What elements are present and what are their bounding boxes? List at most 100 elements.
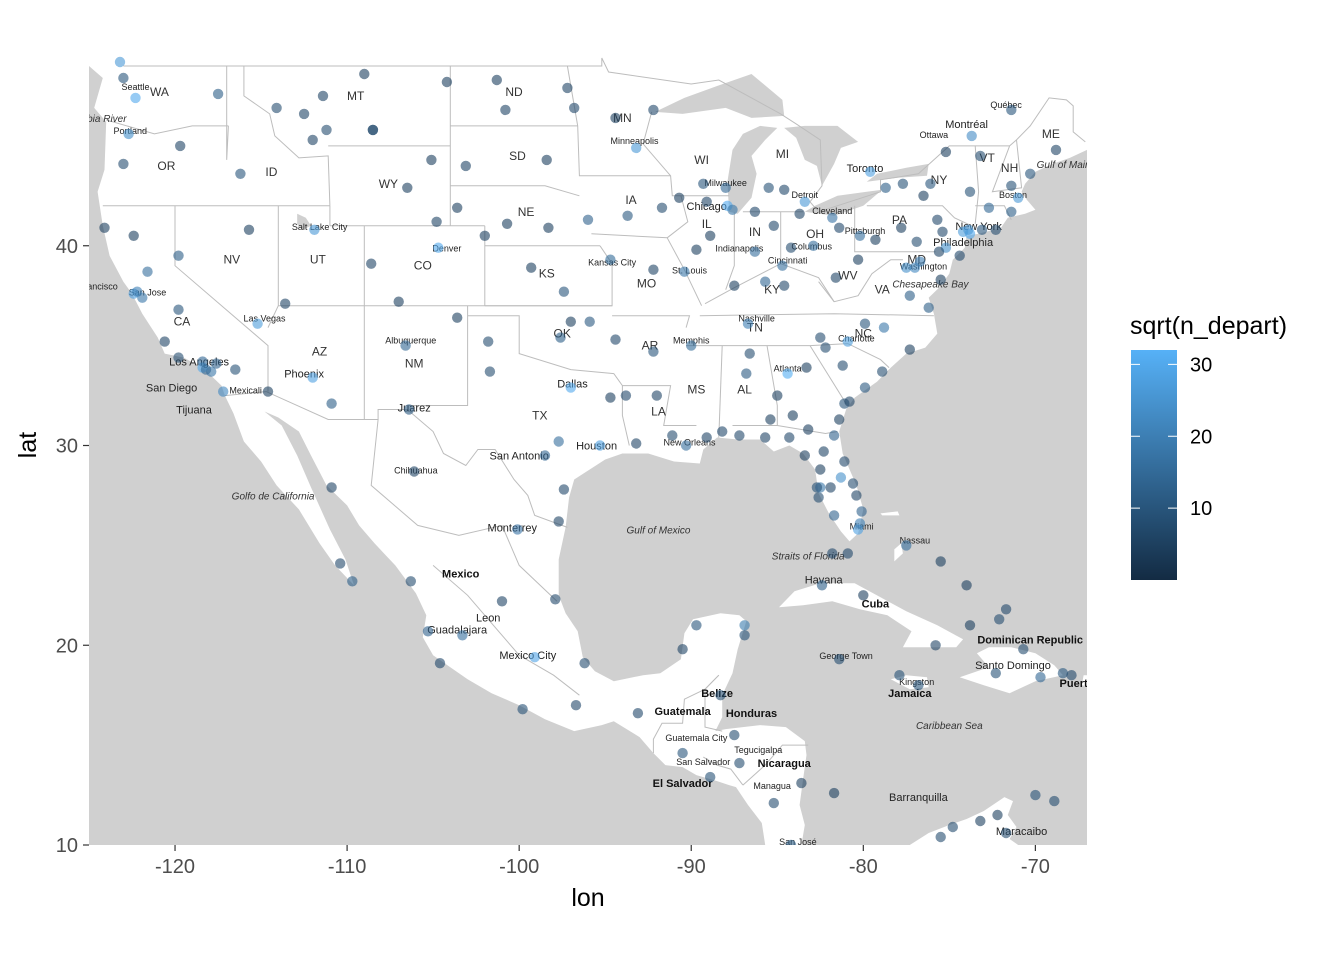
airport-point: [565, 382, 576, 393]
map-label-state: ME: [1042, 127, 1060, 141]
airport-point: [701, 432, 712, 443]
x-tick-label: -70: [1021, 856, 1050, 878]
airport-point: [159, 336, 170, 347]
map-label-state: MS: [687, 383, 705, 397]
airport-point: [491, 74, 502, 86]
map-label-state: SD: [509, 149, 526, 163]
map-label-country: Jamaica: [888, 688, 932, 700]
map-label-small: Minneapolis: [610, 136, 659, 146]
airport-point: [834, 414, 845, 425]
airport-point: [541, 154, 552, 166]
airport-point: [517, 704, 528, 715]
airport-point: [827, 212, 838, 223]
airport-point: [785, 839, 797, 845]
airport-point: [894, 670, 905, 681]
airport-point: [317, 90, 329, 102]
map-label-state: AL: [737, 383, 752, 397]
airport-point: [307, 134, 318, 146]
airport-point: [801, 362, 812, 373]
airport-point: [734, 757, 745, 769]
airport-point: [1030, 789, 1041, 801]
airport-point: [815, 332, 826, 343]
airport-point: [913, 680, 924, 691]
airport-point: [779, 184, 790, 195]
airport-point: [937, 226, 948, 237]
airport-point: [173, 352, 184, 363]
airport-point: [851, 490, 862, 501]
airport-point: [834, 654, 845, 665]
border-ny-east: [974, 145, 980, 224]
airport-point: [729, 729, 740, 741]
airport-point: [925, 178, 936, 189]
airport-point: [622, 210, 633, 221]
x-tick-label: -90: [677, 856, 706, 878]
y-axis: 10 20 30 40: [56, 236, 89, 857]
map-label-small: Washington: [900, 262, 947, 272]
andros-island-shape: [894, 543, 903, 562]
airport-point: [680, 440, 692, 451]
airport-point: [897, 178, 909, 189]
map-label-small: Salt Lake City: [292, 222, 348, 232]
border-il-in: [725, 211, 735, 290]
airport-point: [218, 386, 229, 397]
airport-point: [691, 244, 702, 255]
map-label-state: TX: [532, 409, 547, 423]
map-label-state: NE: [518, 205, 535, 219]
map-label-small: Pittsburgh: [845, 226, 886, 236]
airport-point: [768, 220, 779, 231]
airport-point: [990, 668, 1001, 679]
border-oh-pa: [854, 205, 936, 253]
map-label-state: LA: [651, 405, 666, 419]
airport-point: [854, 518, 866, 529]
airport-point: [409, 466, 420, 477]
airport-point: [772, 390, 783, 401]
map-label-state: KS: [539, 267, 555, 281]
airport-point: [479, 230, 490, 241]
border-sd-ne: [450, 185, 580, 197]
border-central-america-3: [742, 744, 809, 786]
airport-point: [1035, 672, 1046, 683]
airport-point: [1057, 668, 1069, 679]
airport-point: [765, 414, 776, 425]
airport-point: [799, 196, 810, 207]
map-label-country: Dominican Republic: [977, 634, 1083, 646]
airport-point: [796, 777, 807, 789]
airport-point: [847, 478, 859, 489]
land-layer: [89, 46, 1087, 845]
airport-point: [677, 644, 688, 655]
airport-point: [1018, 644, 1029, 655]
airport-point: [825, 482, 836, 493]
map-label-state: WI: [694, 153, 709, 167]
airport-point: [932, 214, 943, 225]
airport-point: [877, 366, 888, 377]
airport-point: [976, 224, 988, 235]
airport-point: [230, 364, 241, 375]
airport-point: [705, 230, 716, 241]
airport-point: [114, 56, 126, 68]
great-salt-lake-shape: [297, 213, 311, 230]
x-tick-label: -120: [155, 856, 195, 878]
airport-point: [994, 614, 1005, 625]
lake-superior-shape: [655, 74, 785, 118]
map-label-small: San Francisco: [60, 282, 118, 292]
airport-point: [691, 620, 702, 631]
y-tick-label: 10: [56, 835, 78, 857]
airport-point: [834, 222, 845, 233]
airport-point: [431, 216, 442, 227]
map-label-state: MT: [347, 89, 365, 103]
lake-michigan-shape: [727, 125, 778, 214]
airport-point: [749, 206, 761, 217]
airport-point: [235, 168, 246, 179]
airport-point: [739, 630, 750, 641]
airport-point: [964, 620, 976, 631]
airport-point: [963, 224, 974, 235]
x-axis-title: lon: [571, 884, 604, 912]
airport-point: [870, 234, 881, 245]
airport-point: [784, 432, 795, 443]
map-label-water: Chesapeake Bay: [892, 280, 969, 291]
airport-point: [880, 182, 891, 193]
legend-tick-label: 10: [1190, 498, 1212, 520]
airport-point: [579, 658, 590, 669]
